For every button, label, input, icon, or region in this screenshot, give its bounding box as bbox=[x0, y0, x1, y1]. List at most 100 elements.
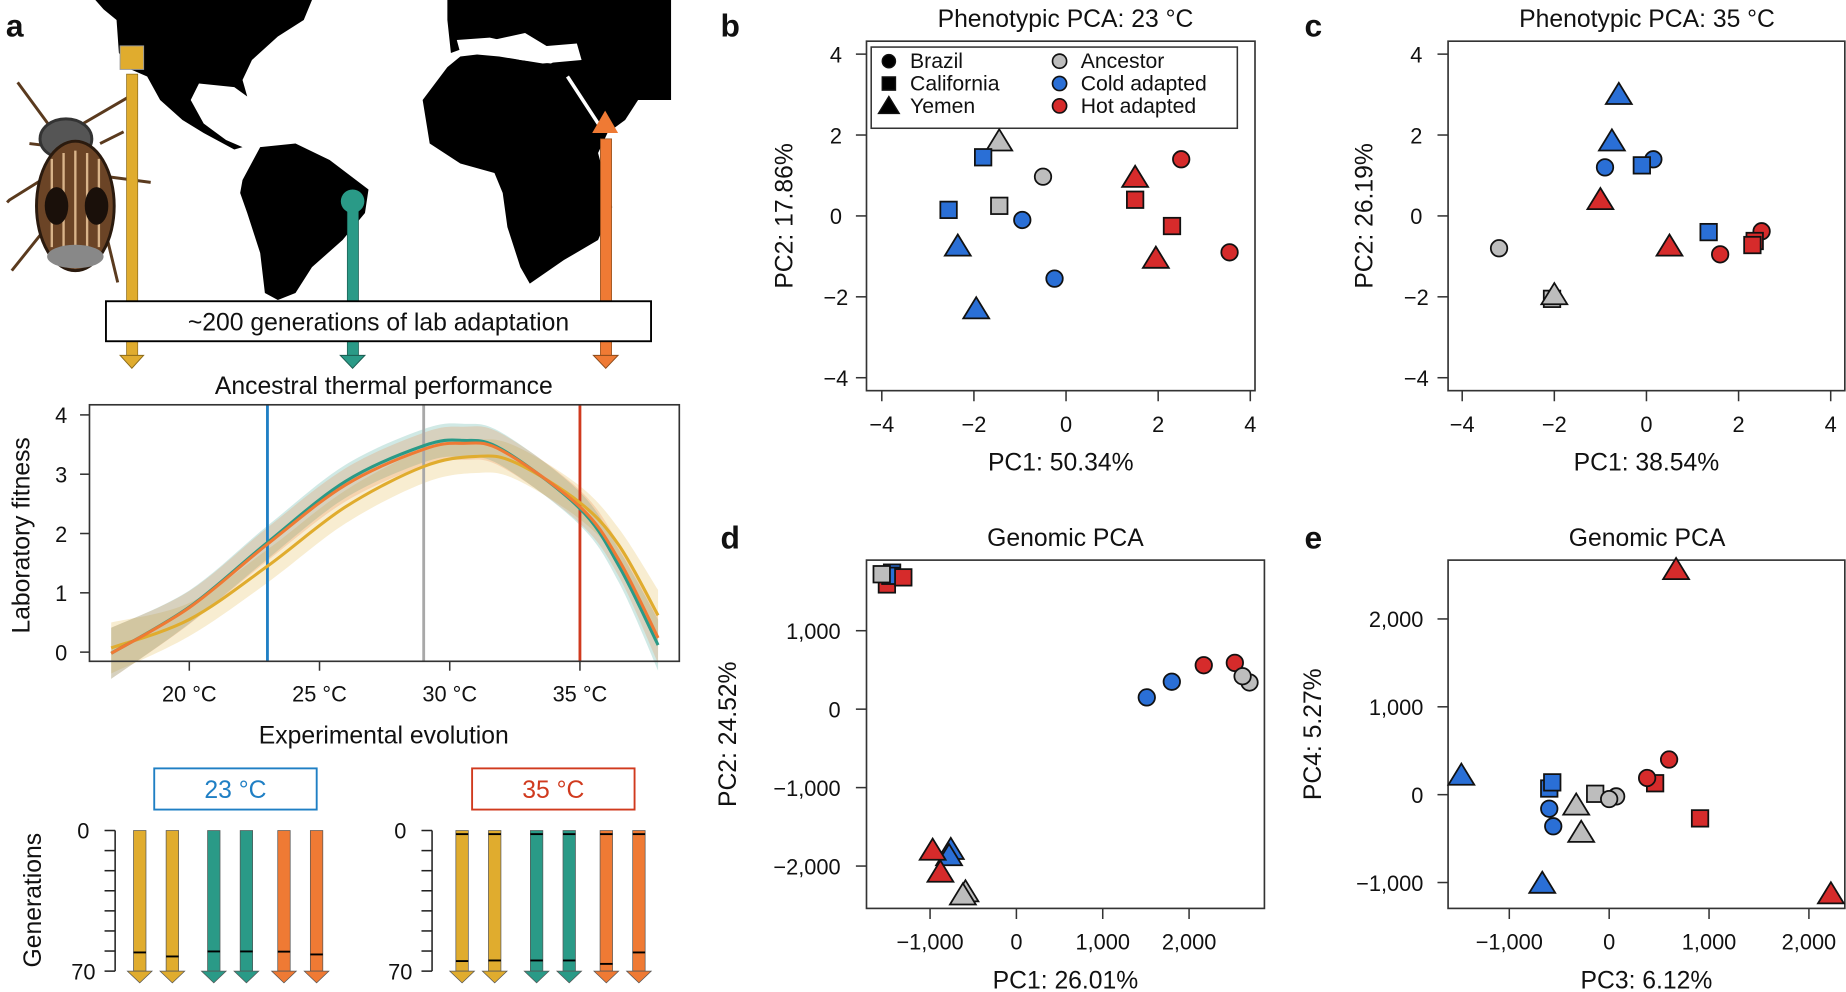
legend-label: Hot adapted bbox=[1081, 95, 1196, 118]
lineage-bar-yemen bbox=[277, 830, 291, 972]
y-axis-title: Generations bbox=[20, 833, 47, 968]
lineage-bar-california bbox=[455, 830, 469, 972]
y-tick-label: 0 bbox=[1411, 783, 1423, 808]
y-tick-label: −2 bbox=[1404, 285, 1429, 310]
y-tick-label: 4 bbox=[830, 42, 842, 67]
x-tick-label: 20 °C bbox=[162, 681, 217, 706]
pca-chart-c: Phenotypic PCA: 35 °C PC1: 38.54% PC2: 26.… bbox=[1352, 6, 1846, 477]
legend-ancestor-icon bbox=[1051, 53, 1068, 70]
y-tick-label: −1,000 bbox=[1356, 871, 1423, 896]
point-yemen-ancestor bbox=[984, 127, 1014, 152]
point-yemen-cold bbox=[943, 232, 973, 257]
lineage-bar-california bbox=[133, 830, 147, 972]
x-tick-label: 25 °C bbox=[292, 681, 347, 706]
legend-label: Ancestor bbox=[1081, 50, 1165, 73]
point-brazil-hot bbox=[1220, 243, 1239, 262]
thermal-performance-chart: Ancestral thermal performance Experiment… bbox=[8, 373, 681, 750]
arrowhead-icon bbox=[593, 970, 620, 984]
y-tick-label: 1,000 bbox=[1369, 695, 1423, 720]
brazil-origin-arrow bbox=[339, 189, 367, 369]
lineage-bar-yemen bbox=[309, 830, 324, 972]
pca-chart-d: Genomic PCA PC1: 26.01% PC2: 24.52% −1,000 0… bbox=[715, 525, 1266, 992]
lineage-bar-brazil bbox=[239, 830, 254, 972]
point-brazil-cold bbox=[1162, 672, 1181, 691]
x-tick-label: −1,000 bbox=[896, 930, 963, 955]
x-tick-label: 0 bbox=[1603, 930, 1615, 955]
point-yemen-hot bbox=[925, 858, 955, 883]
y-axis-title: PC4: 5.27% bbox=[1300, 668, 1327, 800]
evolution-label-23: 23 °C bbox=[204, 777, 266, 804]
x-axis-title: PC1: 50.34% bbox=[988, 450, 1134, 477]
point-yemen-cold bbox=[1597, 127, 1627, 152]
y-tick-label: 70 bbox=[388, 959, 412, 984]
point-california-ancestor bbox=[990, 196, 1009, 215]
point-yemen-hot bbox=[1654, 232, 1685, 257]
mediterranean-sea-shape bbox=[456, 37, 582, 64]
y-axis-title: PC2: 26.19% bbox=[1352, 143, 1379, 289]
lineage-bar-yemen bbox=[599, 830, 613, 972]
point-brazil-hot bbox=[1172, 150, 1191, 169]
panel-label-a: a bbox=[6, 7, 24, 43]
x-tick-label: 2,000 bbox=[1782, 930, 1836, 955]
north-america-shape bbox=[95, 0, 312, 150]
chart-title: Ancestral thermal performance bbox=[215, 373, 553, 400]
arrowhead-icon bbox=[555, 970, 583, 984]
point-brazil-ancestor bbox=[1600, 789, 1619, 809]
x-tick-label: 35 °C bbox=[553, 681, 608, 706]
x-tick-label: 30 °C bbox=[422, 681, 477, 706]
pca-chart-e: Genomic PCA PC3: 6.12% PC4: 5.27% −1,000 0 1,… bbox=[1300, 525, 1846, 992]
legend-label: Brazil bbox=[910, 50, 963, 73]
x-axis-title: PC3: 6.12% bbox=[1581, 967, 1713, 992]
chart-title: Genomic PCA bbox=[1569, 525, 1726, 552]
x-tick-label: 1,000 bbox=[1075, 930, 1129, 955]
evolution-label-35: 35 °C bbox=[522, 777, 584, 804]
south-america-shape bbox=[240, 143, 369, 301]
y-tick-label: 1,000 bbox=[786, 619, 840, 644]
point-california-cold bbox=[939, 200, 958, 219]
point-brazil-ancestor bbox=[1233, 667, 1252, 686]
point-brazil-cold bbox=[1137, 688, 1156, 707]
confidence-band-brazil bbox=[111, 423, 659, 679]
x-tick-label: 0 bbox=[1640, 412, 1652, 437]
x-axis-title: PC1: 38.54% bbox=[1574, 450, 1720, 477]
chart-title: Genomic PCA bbox=[987, 525, 1144, 552]
point-brazil-cold bbox=[1595, 158, 1615, 177]
x-tick-label: 4 bbox=[1825, 412, 1837, 437]
point-yemen-ancestor bbox=[1566, 818, 1596, 843]
point-california-hot bbox=[1162, 216, 1182, 236]
y-tick-label: 70 bbox=[71, 959, 95, 984]
lab-adaptation-label: ~200 generations of lab adaptation bbox=[188, 310, 569, 337]
chart-title: Phenotypic PCA: 23 °C bbox=[938, 6, 1194, 33]
legend-triangle-icon bbox=[877, 95, 901, 115]
point-california-hot bbox=[894, 568, 913, 587]
point-yemen-ancestor bbox=[948, 881, 978, 906]
arrowhead-icon bbox=[233, 970, 260, 984]
point-brazil-ancestor bbox=[1033, 167, 1053, 186]
point-california-cold bbox=[1632, 156, 1651, 175]
y-tick-label: 2 bbox=[830, 123, 842, 148]
legend-hot-icon bbox=[1051, 98, 1068, 114]
y-tick-label: 2 bbox=[1410, 123, 1422, 148]
plot-frame bbox=[1447, 40, 1846, 392]
world-map bbox=[95, 0, 672, 301]
arrowhead-icon bbox=[303, 970, 330, 984]
x-tick-label: −4 bbox=[1450, 412, 1475, 437]
x-axis-title: Experimental evolution bbox=[259, 723, 509, 750]
y-tick-label: 0 bbox=[830, 204, 842, 229]
y-tick-label: 0 bbox=[394, 819, 406, 844]
arrowhead-icon bbox=[448, 970, 476, 984]
point-california-cold bbox=[1543, 773, 1562, 792]
panel-label-d: d bbox=[721, 519, 740, 555]
y-tick-label: −4 bbox=[1404, 366, 1429, 391]
x-tick-label: 0 bbox=[1060, 412, 1072, 437]
plot-frame bbox=[865, 40, 1256, 392]
x-tick-label: −2 bbox=[1542, 412, 1567, 437]
legend-label: Cold adapted bbox=[1081, 73, 1207, 96]
beetle-illustration bbox=[6, 81, 151, 283]
x-tick-label: −4 bbox=[869, 412, 894, 437]
plot-frame bbox=[865, 559, 1266, 910]
california-origin-arrow bbox=[119, 45, 145, 370]
legend-square-icon bbox=[881, 76, 897, 91]
